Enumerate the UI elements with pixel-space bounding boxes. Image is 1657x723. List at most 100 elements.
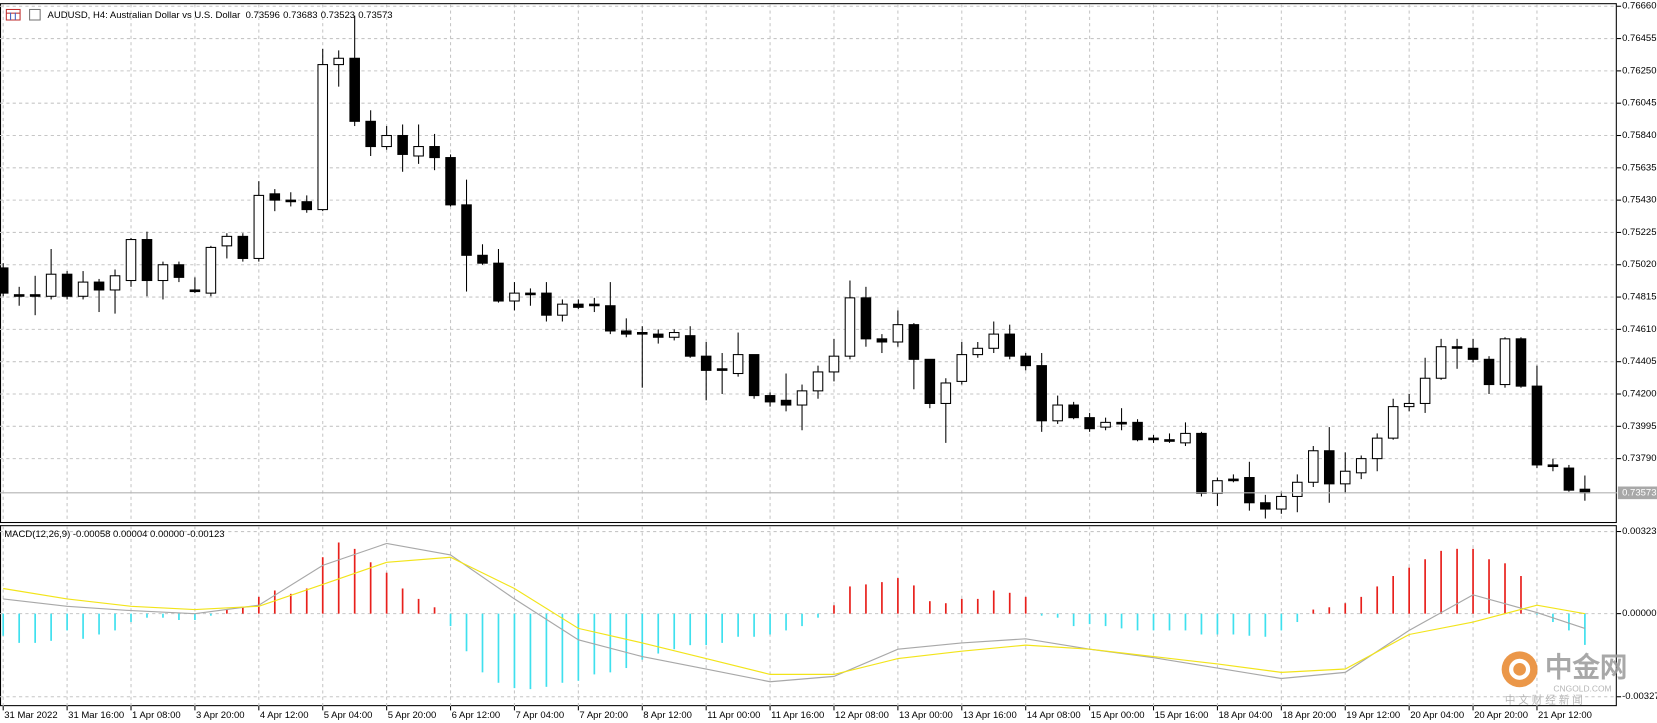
- x-tick-label: 15 Apr 16:00: [1155, 710, 1209, 721]
- y-tick-label: 0.74815: [1622, 292, 1656, 303]
- x-tick-label: 5 Apr 20:00: [388, 710, 437, 721]
- macd-line: [3, 542, 1586, 683]
- last-open: 0.73596: [246, 10, 280, 21]
- candle-body: [365, 120, 376, 148]
- macd-line: [3, 556, 1586, 675]
- candle-body: [1371, 437, 1383, 460]
- candle-body: [1052, 404, 1063, 422]
- watermark-tagline: 中 文 财 经 新 闻: [1505, 694, 1583, 707]
- candle-body: [397, 134, 408, 155]
- x-tick-label: 11 Apr 16:00: [771, 710, 824, 721]
- y-tick-label: 0.74405: [1622, 356, 1656, 367]
- candle-body: [157, 264, 169, 282]
- candle-body: [525, 292, 536, 296]
- x-tick-label: 20 Apr 04:00: [1410, 710, 1464, 721]
- candle-body: [621, 330, 632, 335]
- x-tick-label: 7 Apr 20:00: [579, 710, 628, 721]
- candle-body: [908, 324, 920, 360]
- candle-body: [940, 382, 952, 404]
- last-price-box: [1617, 486, 1657, 500]
- candle-body: [1132, 421, 1143, 441]
- candle-body: [1308, 450, 1319, 483]
- watermark-domain: CNGOLD.COM: [1553, 684, 1611, 694]
- candle-body: [684, 335, 696, 357]
- candle-body: [876, 338, 888, 343]
- candle-body: [1180, 432, 1191, 444]
- candle-body: [1387, 406, 1399, 439]
- candle-body: [269, 193, 281, 201]
- candle-body: [189, 289, 201, 293]
- candle-body: [1276, 495, 1287, 510]
- x-tick-label: 1 Apr 08:00: [132, 710, 181, 721]
- candle-body: [29, 294, 41, 297]
- symbol-icon: [5, 8, 41, 21]
- candle-body: [109, 275, 121, 291]
- candle-body: [796, 390, 808, 406]
- x-tick-label: 3 Apr 20:00: [196, 710, 245, 721]
- x-tick-label: 13 Apr 16:00: [963, 710, 1017, 721]
- candle-body: [1499, 338, 1511, 386]
- candle-body: [668, 332, 680, 338]
- candle-body: [477, 254, 488, 264]
- x-tick-label: 13 Apr 00:00: [899, 710, 953, 721]
- candle-body: [461, 204, 472, 256]
- price-pane: [0, 3, 1617, 524]
- candle-body: [1467, 347, 1479, 360]
- candle-body: [349, 57, 360, 122]
- candle-body: [972, 347, 984, 356]
- candle-body: [125, 239, 137, 282]
- candle-body: [1355, 458, 1367, 474]
- x-tick-label: 5 Apr 04:00: [324, 710, 373, 721]
- candle-body: [1419, 377, 1431, 404]
- candle-body: [381, 134, 392, 148]
- candle-body: [860, 297, 872, 340]
- candle-body: [748, 354, 760, 397]
- x-tick-label: 4 Apr 12:00: [260, 710, 309, 721]
- candle-body: [317, 64, 329, 211]
- candle-body: [1116, 421, 1127, 425]
- y-tick-label: 0.76250: [1622, 65, 1656, 76]
- candle-body: [13, 294, 25, 297]
- y-tick-label: 0.76045: [1622, 98, 1656, 109]
- candle-body: [636, 332, 648, 335]
- candle-body: [1084, 417, 1095, 430]
- candle-body: [764, 395, 776, 403]
- x-tick-label: 11 Apr 00:00: [707, 710, 760, 721]
- candle-body: [1228, 478, 1239, 482]
- watermark-logo-inner: [1509, 658, 1531, 680]
- candle-body: [77, 281, 89, 297]
- candle-body: [1579, 488, 1591, 494]
- y-tick-label: 0.73790: [1622, 453, 1656, 464]
- candle-body: [413, 146, 424, 157]
- candle-body: [1004, 333, 1016, 357]
- candle-body: [285, 199, 297, 203]
- candle-body: [1403, 402, 1415, 408]
- candle-body: [237, 235, 249, 259]
- watermark-logo: [1501, 651, 1538, 688]
- candle-body: [301, 201, 313, 211]
- candle-body: [333, 57, 344, 66]
- x-tick-label: 21 Apr 12:00: [1538, 710, 1592, 721]
- candle-body: [1515, 338, 1527, 387]
- candle-body: [844, 297, 856, 357]
- candle-body: [1531, 385, 1543, 466]
- candle-body: [1196, 432, 1207, 494]
- candle-body: [1483, 358, 1495, 386]
- last-close: 0.73573: [358, 10, 392, 21]
- symbol-title: AUDUSD, H4: Australian Dollar vs U.S. Do…: [48, 10, 241, 21]
- x-tick-label: 20 Apr 20:00: [1474, 710, 1528, 721]
- x-tick-label: 31 Mar 2022: [4, 710, 57, 721]
- x-tick-label: 19 Apr 12:00: [1346, 710, 1400, 721]
- candle-body: [892, 324, 904, 343]
- candle-body: [924, 358, 936, 404]
- watermark-brand: 中金网: [1545, 652, 1627, 683]
- candle-body: [1435, 346, 1447, 379]
- candle-body: [1292, 481, 1303, 497]
- candle-body: [173, 264, 185, 278]
- candle-body: [1100, 421, 1111, 428]
- candle-body: [700, 355, 712, 371]
- y-tick-label: 0.00323: [1622, 526, 1656, 537]
- y-tick-label: 0.75430: [1622, 195, 1656, 206]
- candle-body: [61, 273, 73, 297]
